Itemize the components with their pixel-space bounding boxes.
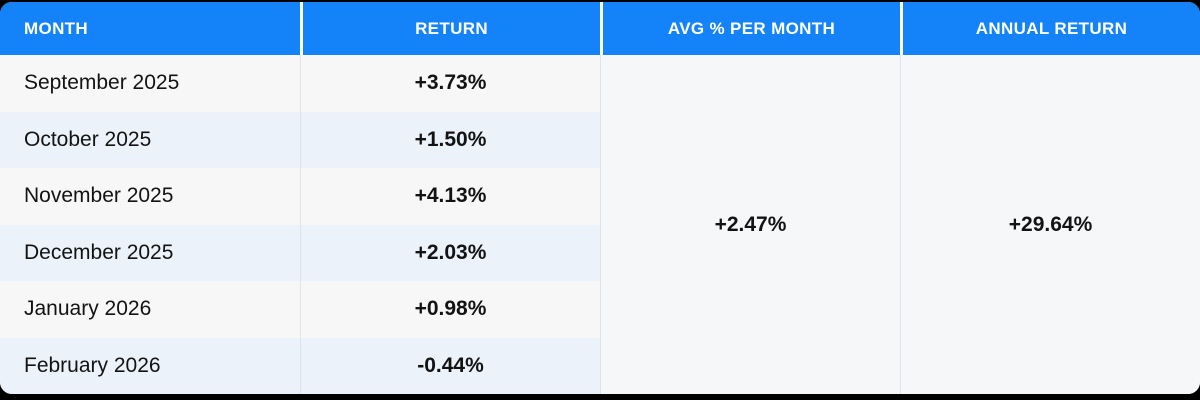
table-row: January 2026 +0.98% <box>0 281 600 338</box>
table-row: December 2025 +2.03% <box>0 224 600 281</box>
month-cell: October 2025 <box>24 127 152 151</box>
table-row: September 2025 +3.73% <box>0 55 600 112</box>
column-header-month: MONTH <box>24 18 89 38</box>
return-cell: +0.98% <box>300 281 600 338</box>
column-header-avg-per-month: AVG % PER MONTH <box>600 2 900 55</box>
avg-per-month-value: +2.47% <box>714 212 787 236</box>
table-header-row: MONTH RETURN AVG % PER MONTH ANNUAL RETU… <box>0 2 1200 55</box>
table-row: November 2025 +4.13% <box>0 168 600 225</box>
table-row: February 2026 -0.44% <box>0 337 600 394</box>
annual-return-cell: +29.64% <box>900 55 1200 394</box>
table-row: October 2025 +1.50% <box>0 111 600 168</box>
month-cell: November 2025 <box>24 184 174 208</box>
month-cell: December 2025 <box>24 240 174 264</box>
return-cell: +3.73% <box>300 55 600 112</box>
month-cell: September 2025 <box>24 71 180 95</box>
month-cell: January 2026 <box>24 297 152 321</box>
annual-return-value: +29.64% <box>1008 212 1093 236</box>
table-body: September 2025 +3.73% October 2025 +1.50… <box>0 55 1200 394</box>
return-cell: +4.13% <box>300 168 600 225</box>
month-cell: February 2026 <box>24 353 161 377</box>
month-return-rows: September 2025 +3.73% October 2025 +1.50… <box>0 55 600 394</box>
return-cell: -0.44% <box>300 337 600 394</box>
column-header-annual-return: ANNUAL RETURN <box>900 2 1200 55</box>
column-header-return: RETURN <box>300 2 600 55</box>
return-cell: +2.03% <box>300 224 600 281</box>
avg-per-month-cell: +2.47% <box>600 55 900 394</box>
return-cell: +1.50% <box>300 111 600 168</box>
